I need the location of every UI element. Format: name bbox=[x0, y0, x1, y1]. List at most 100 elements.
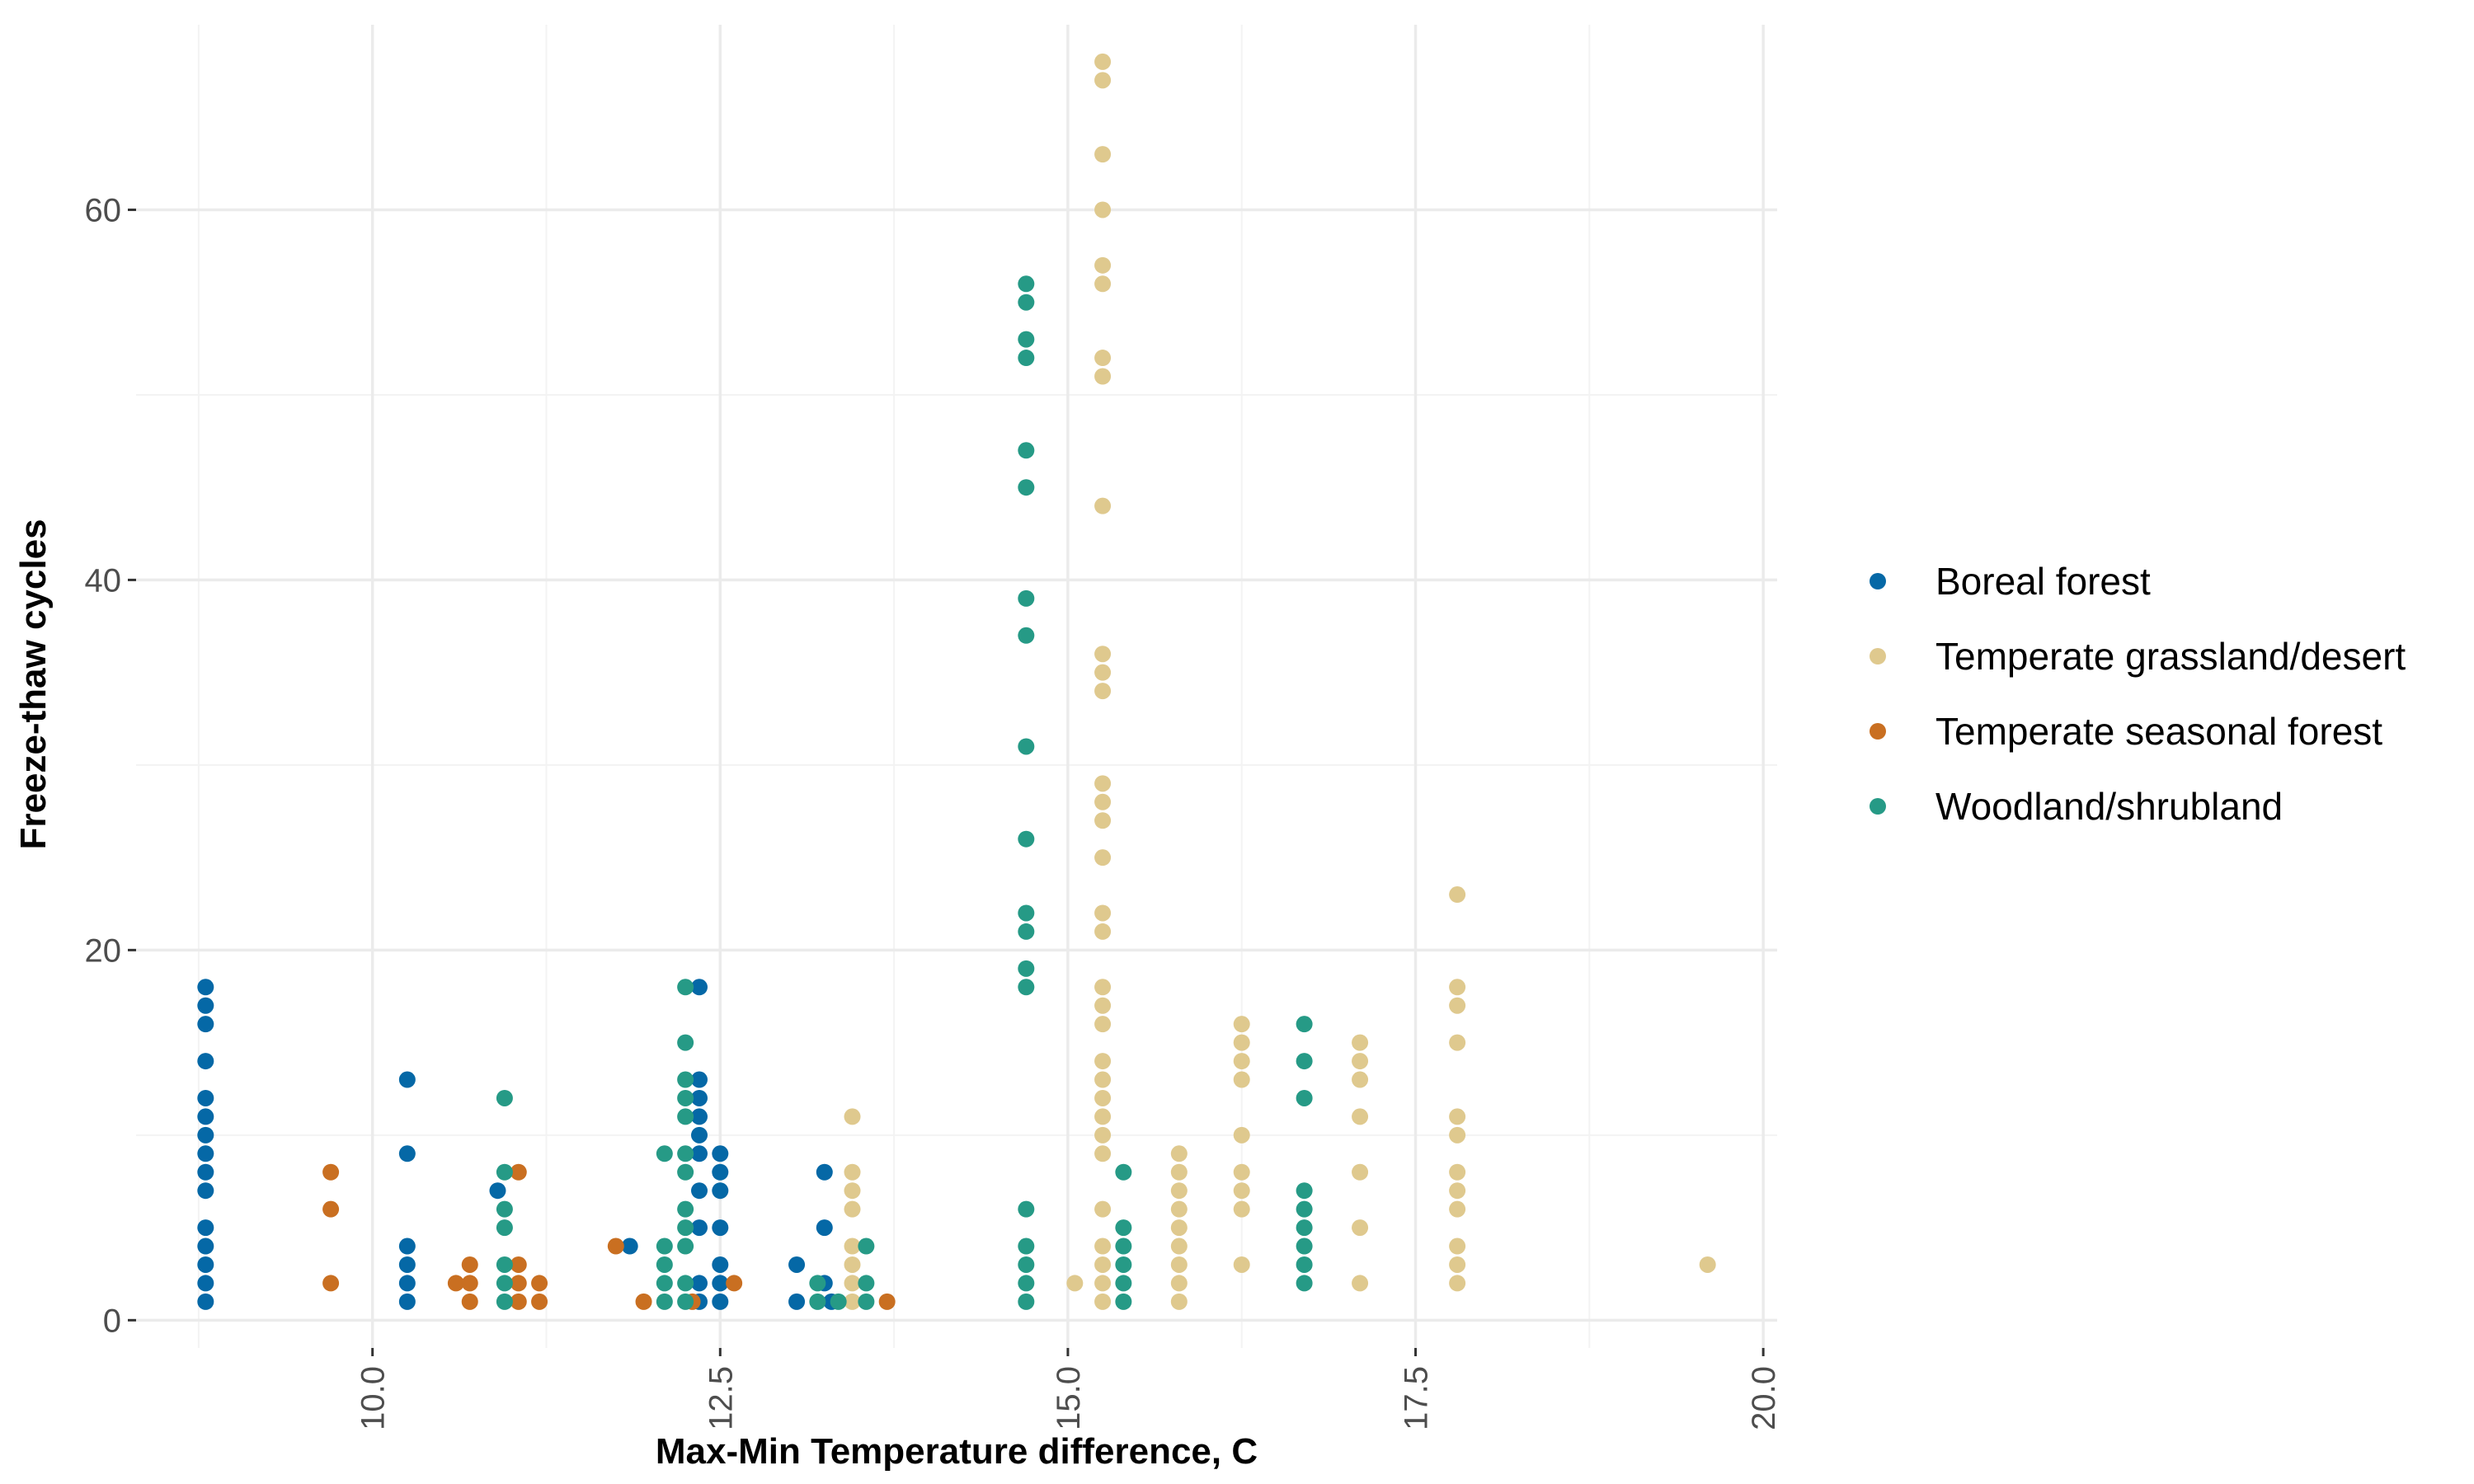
data-point-series-0 bbox=[398, 1256, 416, 1273]
data-point-series-1 bbox=[1352, 1108, 1369, 1125]
data-point-series-2 bbox=[531, 1293, 548, 1310]
data-point-series-0 bbox=[197, 1163, 214, 1181]
data-point-series-0 bbox=[197, 1237, 214, 1255]
data-point-series-1 bbox=[844, 1256, 861, 1273]
data-point-series-1 bbox=[1094, 1071, 1112, 1088]
legend-key-2 bbox=[1870, 723, 1886, 740]
x-tick-label: 15.0 bbox=[1051, 1366, 1087, 1430]
data-point-series-3 bbox=[1115, 1256, 1132, 1273]
data-point-series-1 bbox=[1233, 1016, 1250, 1033]
data-point-series-3 bbox=[1018, 1237, 1035, 1255]
data-point-series-2 bbox=[510, 1293, 527, 1310]
data-point-series-2 bbox=[322, 1163, 340, 1181]
x-axis-title: Max-Min Temperature difference, C bbox=[656, 1431, 1258, 1472]
data-point-series-3 bbox=[496, 1089, 513, 1106]
data-point-series-1 bbox=[1094, 793, 1112, 810]
data-point-series-1 bbox=[1170, 1200, 1188, 1218]
data-point-series-3 bbox=[809, 1275, 826, 1292]
data-point-series-0 bbox=[712, 1275, 729, 1292]
data-point-series-1 bbox=[1352, 1163, 1369, 1181]
data-point-series-3 bbox=[656, 1256, 673, 1273]
data-point-series-0 bbox=[691, 1145, 708, 1162]
data-point-series-1 bbox=[1170, 1219, 1188, 1237]
data-point-series-3 bbox=[677, 1071, 694, 1088]
data-point-series-0 bbox=[816, 1163, 833, 1181]
data-point-series-2 bbox=[510, 1256, 527, 1273]
data-point-series-0 bbox=[788, 1256, 806, 1273]
data-point-series-1 bbox=[1170, 1293, 1188, 1310]
data-point-series-1 bbox=[1094, 646, 1112, 663]
data-point-series-3 bbox=[1115, 1293, 1132, 1310]
data-point-series-1 bbox=[1233, 1053, 1250, 1070]
y-tick-label: 40 bbox=[85, 562, 122, 599]
data-point-series-3 bbox=[1018, 1256, 1035, 1273]
data-point-series-0 bbox=[712, 1182, 729, 1200]
data-point-series-1 bbox=[1449, 1275, 1466, 1292]
data-point-series-1 bbox=[844, 1293, 861, 1310]
data-point-series-1 bbox=[844, 1108, 861, 1125]
data-point-series-0 bbox=[691, 1182, 708, 1200]
data-point-series-1 bbox=[1094, 1256, 1112, 1273]
data-point-series-3 bbox=[1115, 1163, 1132, 1181]
data-point-series-2 bbox=[461, 1293, 478, 1310]
data-point-series-1 bbox=[1449, 1237, 1466, 1255]
x-tick-label: 12.5 bbox=[703, 1366, 739, 1430]
data-point-series-1 bbox=[1170, 1275, 1188, 1292]
data-point-series-1 bbox=[1449, 997, 1466, 1014]
data-point-series-1 bbox=[1094, 1016, 1112, 1033]
data-point-series-3 bbox=[1018, 442, 1035, 459]
data-point-series-3 bbox=[677, 1145, 694, 1162]
y-axis-title: Freeze-thaw cycles bbox=[13, 519, 54, 849]
data-point-series-3 bbox=[1296, 1182, 1313, 1200]
data-point-series-3 bbox=[1018, 331, 1035, 348]
data-point-series-1 bbox=[1449, 1034, 1466, 1051]
data-point-series-0 bbox=[398, 1275, 416, 1292]
data-point-series-3 bbox=[1018, 923, 1035, 940]
data-point-series-1 bbox=[844, 1200, 861, 1218]
data-point-series-3 bbox=[496, 1256, 513, 1273]
data-point-series-3 bbox=[1296, 1237, 1313, 1255]
data-point-series-1 bbox=[1170, 1256, 1188, 1273]
data-point-series-0 bbox=[691, 1275, 708, 1292]
data-point-series-3 bbox=[496, 1163, 513, 1181]
data-point-series-3 bbox=[1018, 1200, 1035, 1218]
data-point-series-2 bbox=[878, 1293, 896, 1310]
data-point-series-1 bbox=[1094, 146, 1112, 163]
data-point-series-1 bbox=[1233, 1182, 1250, 1200]
axis-layer: 10.0 12.5 15.0 17.5 20.0 0 20 40 60 bbox=[85, 192, 1783, 1430]
data-point-series-3 bbox=[656, 1145, 673, 1162]
y-tick-label: 0 bbox=[103, 1303, 121, 1339]
data-point-series-1 bbox=[1352, 1034, 1369, 1051]
data-point-series-3 bbox=[496, 1219, 513, 1237]
data-point-series-3 bbox=[496, 1200, 513, 1218]
data-point-series-0 bbox=[621, 1237, 638, 1255]
data-point-series-3 bbox=[858, 1237, 875, 1255]
data-point-series-0 bbox=[712, 1145, 729, 1162]
data-point-series-0 bbox=[398, 1237, 416, 1255]
data-point-series-3 bbox=[1018, 979, 1035, 996]
data-point-series-3 bbox=[677, 1108, 694, 1125]
data-point-series-3 bbox=[496, 1293, 513, 1310]
data-point-series-0 bbox=[197, 1108, 214, 1125]
data-point-series-3 bbox=[1018, 904, 1035, 922]
data-point-series-3 bbox=[656, 1293, 673, 1310]
data-point-series-3 bbox=[677, 1163, 694, 1181]
data-point-series-3 bbox=[677, 1275, 694, 1292]
legend: Boreal forest Temperate grassland/desert T… bbox=[1870, 560, 2406, 828]
data-point-series-2 bbox=[322, 1275, 340, 1292]
data-point-series-1 bbox=[1094, 683, 1112, 700]
data-point-series-3 bbox=[1018, 960, 1035, 977]
data-point-series-1 bbox=[1699, 1256, 1716, 1273]
data-point-series-3 bbox=[677, 1034, 694, 1051]
data-point-series-1 bbox=[1094, 72, 1112, 89]
data-point-series-1 bbox=[1094, 275, 1112, 293]
data-point-series-1 bbox=[1352, 1053, 1369, 1070]
data-point-series-2 bbox=[726, 1275, 743, 1292]
data-point-series-3 bbox=[1296, 1219, 1313, 1237]
data-point-series-1 bbox=[1066, 1275, 1084, 1292]
data-point-series-1 bbox=[1449, 1108, 1466, 1125]
data-point-series-1 bbox=[1449, 1126, 1466, 1144]
data-point-series-3 bbox=[1296, 1053, 1313, 1070]
data-point-series-1 bbox=[1449, 1182, 1466, 1200]
